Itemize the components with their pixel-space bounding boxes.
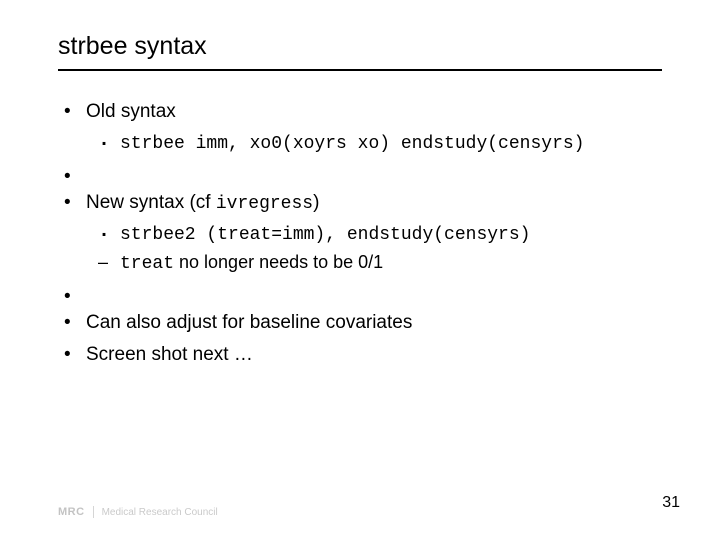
bullet-new-syntax: New syntax (cf ivregress) strbee2 (treat… [64,190,662,278]
footer-separator [93,506,94,518]
sub-list: strbee2 (treat=imm), endstudy(censyrs) t… [86,220,662,278]
bullet-screenshot-next: Screen shot next … [64,342,662,368]
footer-logo: MRC Medical Research Council [58,506,218,518]
bullet-label-suffix: ) [313,192,319,213]
footer-mrc: MRC [58,506,85,518]
bullet-adjust-covariates: Can also adjust for baseline covariates [64,310,662,336]
bullet-label: Screen shot next … [86,344,253,365]
slide-title: strbee syntax [58,32,662,61]
bullet-label-code: ivregress [216,194,313,214]
note-code: treat [120,254,174,274]
bullet-old-syntax: Old syntax strbee imm, xo0(xoyrs xo) end… [64,99,662,158]
note-rest: no longer needs to be 0/1 [174,252,383,272]
bullet-label-prefix: New syntax (cf [86,192,216,213]
sub-list: strbee imm, xo0(xoyrs xo) endstudy(censy… [86,129,662,158]
code-line: strbee2 (treat=imm), endstudy(censyrs) [98,220,662,249]
footer-text: Medical Research Council [102,507,218,518]
spacer [64,284,662,304]
slide: strbee syntax Old syntax strbee imm, xo0… [0,0,720,540]
bullet-label: Old syntax [86,101,176,122]
code-line: strbee imm, xo0(xoyrs xo) endstudy(censy… [98,129,662,158]
bullet-list: Old syntax strbee imm, xo0(xoyrs xo) end… [58,99,662,367]
code-text: strbee2 (treat=imm), endstudy(censyrs) [120,225,530,245]
bullet-label: Can also adjust for baseline covariates [86,312,412,333]
page-number: 31 [662,494,680,512]
title-rule [58,69,662,71]
code-text: strbee imm, xo0(xoyrs xo) endstudy(censy… [120,134,584,154]
spacer [64,164,662,184]
note-line: treat no longer needs to be 0/1 [98,249,662,278]
